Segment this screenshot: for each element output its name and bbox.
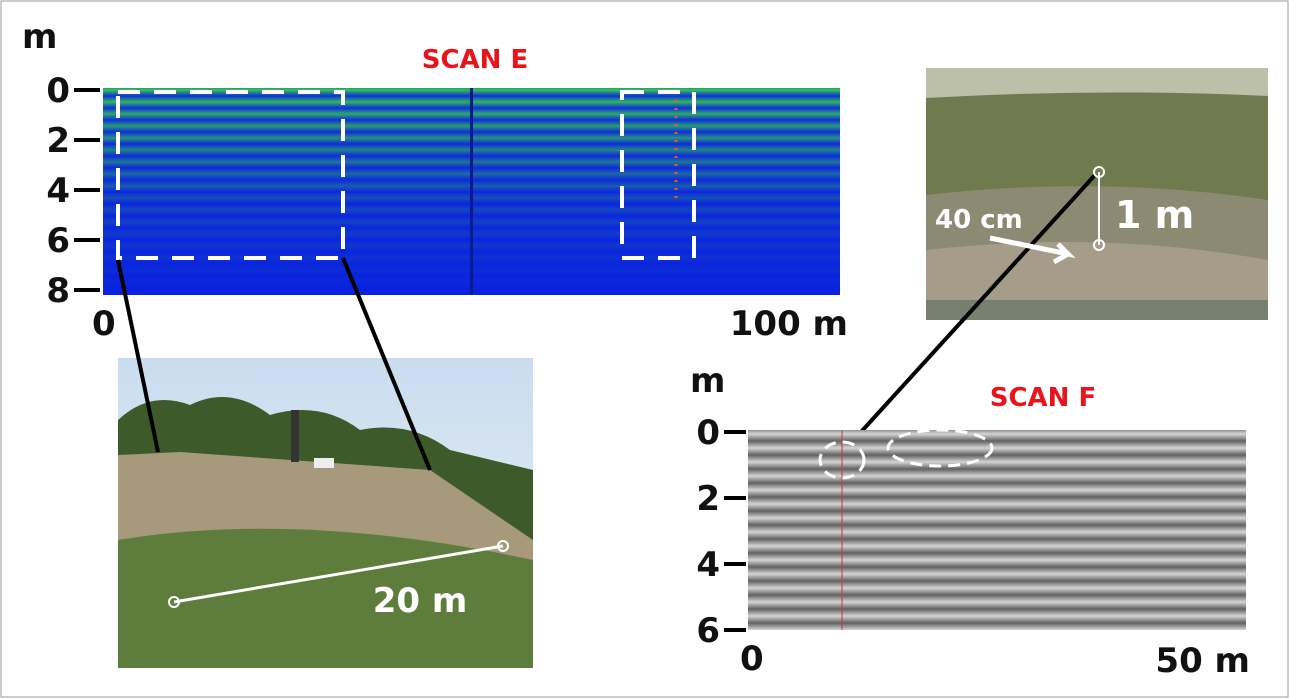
depth-tick-label: 2 (696, 479, 720, 519)
unit-label: m (690, 361, 725, 401)
depth-tick-label: 8 (46, 271, 70, 311)
depth-label: 1 m (1115, 193, 1194, 237)
depth-tick-label: 4 (46, 171, 70, 211)
scan-title: SCAN F (990, 383, 1097, 413)
depth-tick-label: 4 (696, 545, 720, 585)
radargram (103, 88, 840, 295)
scan-title: SCAN E (422, 45, 529, 75)
width-label: 40 cm (935, 205, 1023, 235)
depth-tick-label: 0 (696, 413, 720, 453)
depth-tick-label: 2 (46, 121, 70, 161)
depth-tick-label: 6 (696, 611, 720, 651)
x-label: 0 (92, 304, 116, 344)
depth-tick-label: 0 (46, 71, 70, 111)
unit-label: m (22, 17, 57, 57)
photo (926, 68, 1268, 320)
x-label: 0 (740, 639, 764, 679)
photo (118, 358, 533, 668)
distance-label: 20 m (373, 581, 468, 621)
x-label: 100 m (730, 304, 848, 344)
figure: m SCAN E 02468 0 100 m 20 m 1 m 40 cm m … (0, 0, 1289, 698)
depth-tick-label: 6 (46, 221, 70, 261)
x-label: 50 m (1155, 641, 1250, 681)
radargram (748, 430, 1246, 630)
